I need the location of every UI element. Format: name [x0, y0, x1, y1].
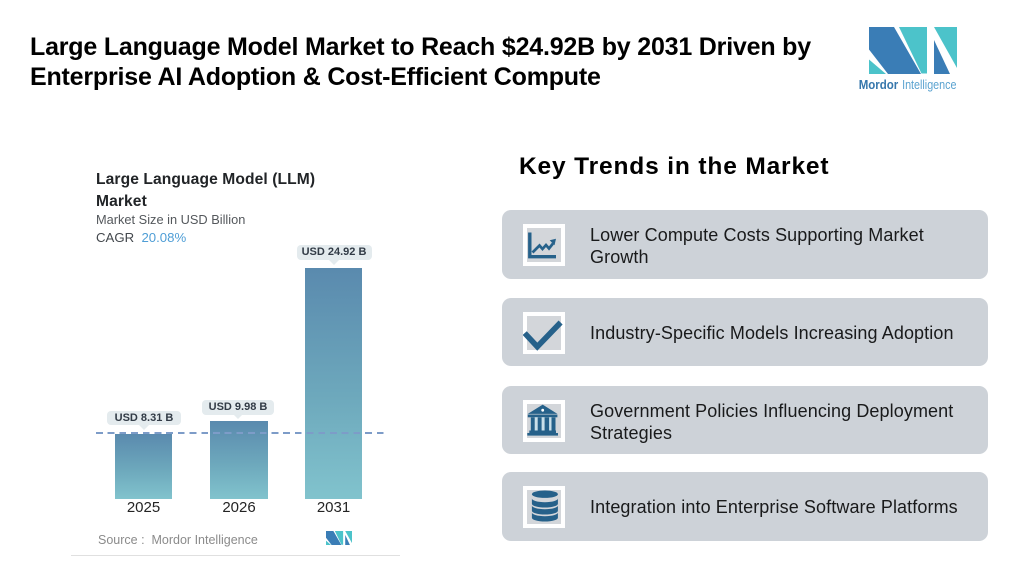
svg-text:Intelligence: Intelligence: [902, 77, 956, 92]
svg-text:Mordor: Mordor: [859, 77, 899, 92]
